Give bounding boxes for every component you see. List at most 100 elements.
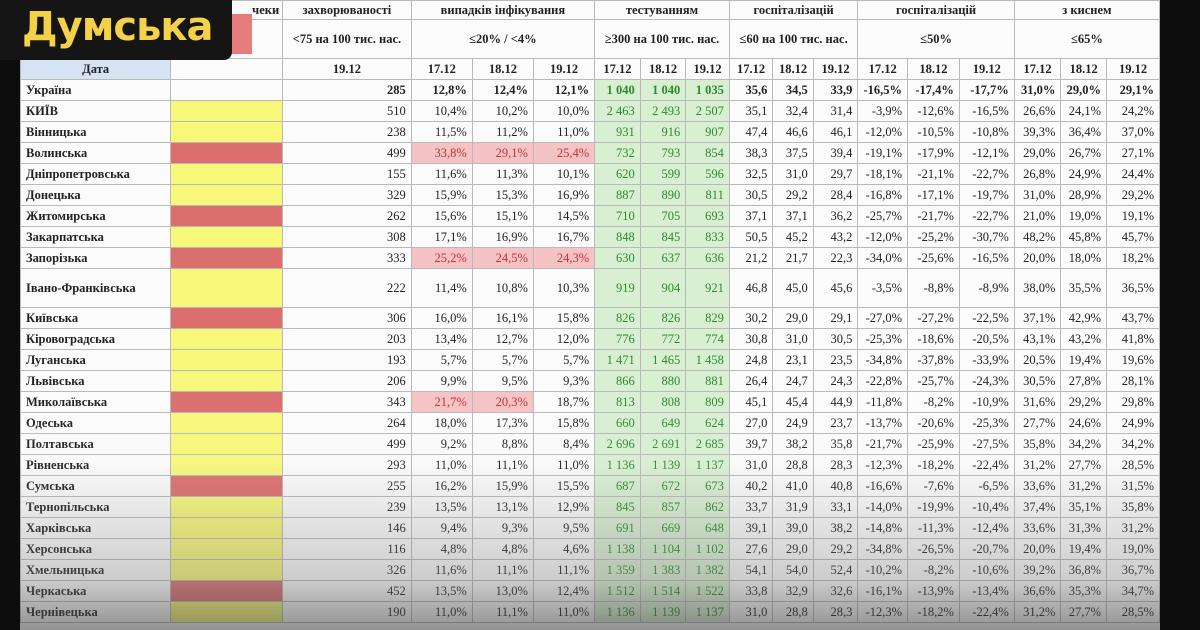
hospitalization-rate-cell: 33,9 (812, 79, 859, 101)
infection-share-cell: 10,8% (471, 268, 534, 308)
header-row-group: чеки захворюваності випадків інфікування… (20, 0, 1160, 20)
header-cell: ≤50% (857, 19, 1015, 59)
infection-share-cell: 11,0% (532, 121, 596, 143)
hospitalization-rate-cell: 27,6 (728, 538, 774, 560)
oxygen-bed-cell: 35,5% (1060, 268, 1108, 308)
header-date-cell: 17.12 (857, 58, 909, 80)
testing-cell: 2 507 (685, 100, 730, 122)
infection-share-cell: 33,8% (410, 142, 473, 164)
infection-share-cell: 8,4% (532, 433, 596, 455)
infection-share-cell: 16,9% (532, 184, 596, 206)
hospital-occupancy-cell: -8,8% (907, 268, 960, 308)
hospital-occupancy-cell: -22,7% (958, 163, 1015, 185)
incidence-cell: 264 (282, 412, 412, 434)
hospitalization-rate-cell: 37,5 (772, 142, 814, 164)
table-row: Харківська 146 9,4% 9,3% 9,5% 691 669 648 39,1 39… (20, 517, 1160, 539)
status-flag-cell (170, 268, 284, 308)
oxygen-bed-cell: 34,2% (1060, 433, 1108, 455)
header-date-cell: 17.12 (728, 58, 774, 80)
hospital-occupancy-cell: -25,6% (907, 247, 960, 269)
incidence-cell: 146 (282, 517, 412, 539)
infection-share-cell: 15,6% (410, 205, 473, 227)
hospital-occupancy-cell: -17,7% (958, 79, 1015, 101)
hospitalization-rate-cell: 29,7 (812, 163, 859, 185)
infection-share-cell: 20,3% (471, 391, 534, 413)
table-row: Кіровоградська 203 13,4% 12,7% 12,0% 776 772 77… (20, 328, 1160, 350)
covid-region-table: чеки захворюваності випадків інфікування… (20, 0, 1160, 623)
oxygen-bed-cell: 38,0% (1013, 268, 1062, 308)
region-name-cell: Запорізька (20, 247, 172, 269)
hospitalization-rate-cell: 39,7 (728, 433, 774, 455)
infection-share-cell: 5,7% (471, 349, 534, 371)
hospital-occupancy-cell: -22,4% (958, 601, 1015, 623)
oxygen-bed-cell: 24,9% (1060, 163, 1108, 185)
hospital-occupancy-cell: -25,2% (907, 226, 960, 248)
testing-cell: 687 (594, 475, 641, 497)
infection-share-cell: 11,1% (471, 454, 534, 476)
header-date-cell: 19.12 (532, 58, 596, 80)
infection-share-cell: 21,7% (410, 391, 473, 413)
testing-cell: 809 (685, 391, 730, 413)
status-flag-cell (170, 370, 284, 392)
hospital-occupancy-cell: -27,2% (907, 307, 960, 329)
hospitalization-rate-cell: 31,9 (772, 496, 814, 518)
oxygen-bed-cell: 18,2% (1106, 247, 1160, 269)
hospitalization-rate-cell: 50,5 (728, 226, 774, 248)
hospitalization-rate-cell: 45,2 (772, 226, 814, 248)
hospital-occupancy-cell: -8,2% (907, 559, 960, 581)
header-date-cell: 17.12 (410, 58, 473, 80)
oxygen-bed-cell: 29,0% (1060, 79, 1108, 101)
infection-share-cell: 16,0% (410, 307, 473, 329)
oxygen-bed-cell: 35,3% (1060, 580, 1108, 602)
hospitalization-rate-cell: 32,4 (772, 100, 814, 122)
testing-cell: 1 522 (685, 580, 730, 602)
infection-share-cell: 18,7% (532, 391, 596, 413)
oxygen-bed-cell: 24,9% (1106, 412, 1160, 434)
hospital-occupancy-cell: -25,7% (907, 370, 960, 392)
oxygen-bed-cell: 28,1% (1106, 370, 1160, 392)
testing-cell: 813 (594, 391, 641, 413)
hospitalization-rate-cell: 24,8 (728, 349, 774, 371)
infection-share-cell: 13,4% (410, 328, 473, 350)
oxygen-bed-cell: 24,6% (1060, 412, 1108, 434)
region-name-cell: Сумська (20, 475, 172, 497)
incidence-cell: 499 (282, 433, 412, 455)
hospitalization-rate-cell: 39,0 (772, 517, 814, 539)
infection-share-cell: 5,7% (532, 349, 596, 371)
hospitalization-rate-cell: 21,2 (728, 247, 774, 269)
testing-cell: 808 (639, 391, 687, 413)
header-cell: госпіталізацій (728, 0, 859, 20)
infection-share-cell: 11,1% (471, 601, 534, 623)
hospitalization-rate-cell: 28,3 (812, 454, 859, 476)
status-flag-cell (170, 391, 284, 413)
oxygen-bed-cell: 31,0% (1013, 184, 1062, 206)
infection-share-cell: 11,0% (410, 454, 473, 476)
hospitalization-rate-cell: 33,7 (728, 496, 774, 518)
hospital-occupancy-cell: -13,7% (857, 412, 909, 434)
oxygen-bed-cell: 43,1% (1013, 328, 1062, 350)
hospital-occupancy-cell: -30,7% (958, 226, 1015, 248)
status-flag-cell (170, 307, 284, 329)
hospitalization-rate-cell: 24,7 (772, 370, 814, 392)
hospital-occupancy-cell: -16,5% (857, 79, 909, 101)
hospitalization-rate-cell: 34,5 (772, 79, 814, 101)
testing-cell: 881 (685, 370, 730, 392)
status-flag-cell (170, 349, 284, 371)
hospital-occupancy-cell: -22,5% (958, 307, 1015, 329)
testing-cell: 636 (685, 247, 730, 269)
hospitalization-rate-cell: 33,8 (728, 580, 774, 602)
brand-logo-text: Думська (22, 4, 214, 50)
table-row: Запорізька 333 25,2% 24,5% 24,3% 630 637 636 21,… (20, 247, 1160, 269)
hospitalization-rate-cell: 45,1 (728, 391, 774, 413)
infection-share-cell: 12,9% (532, 496, 596, 518)
infection-share-cell: 13,5% (410, 496, 473, 518)
header-date-cell: 18.12 (471, 58, 534, 80)
infection-share-cell: 24,3% (532, 247, 596, 269)
header-cell: випадків інфікування (410, 0, 596, 20)
oxygen-bed-cell: 19,0% (1060, 205, 1108, 227)
oxygen-bed-cell: 19,1% (1106, 205, 1160, 227)
testing-cell: 811 (685, 184, 730, 206)
hospitalization-rate-cell: 32,6 (812, 580, 859, 602)
oxygen-bed-cell: 34,2% (1106, 433, 1160, 455)
testing-cell: 887 (594, 184, 641, 206)
